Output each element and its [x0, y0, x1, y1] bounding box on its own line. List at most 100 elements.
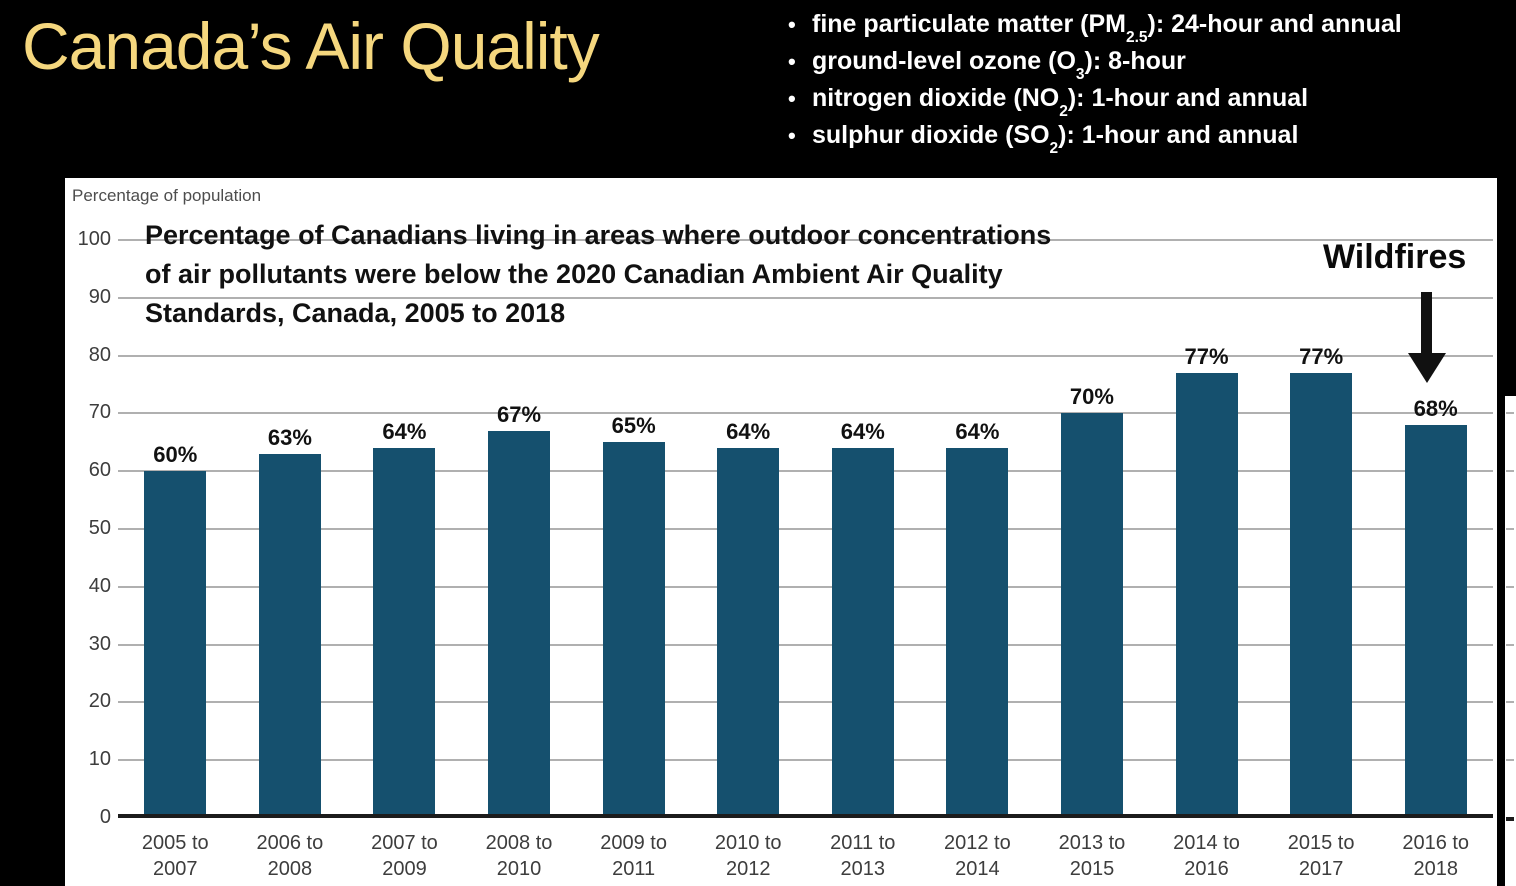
bar-value-label: 77%: [1184, 343, 1229, 369]
chart-title: Percentage of Canadians living in areas …: [145, 216, 1051, 333]
x-tick-label-line: 2015 to: [1287, 832, 1355, 854]
x-tick-label-line: 2009: [382, 858, 427, 880]
bar: [488, 430, 551, 818]
sliver-gridline-stub: [1506, 528, 1514, 530]
bar-value-label: 63%: [267, 424, 312, 450]
gridline: [118, 470, 1493, 473]
bar-value-label: 70%: [1069, 384, 1114, 410]
x-tick-label: 2005 to 2007: [115, 830, 235, 882]
x-tick-label: 2012 to 2014: [917, 830, 1037, 882]
y-tick-label: 20: [88, 690, 111, 713]
list-item-text: fine particulate matter (PM2.5): 24-hour…: [812, 10, 1402, 46]
bar-value-label: 64%: [840, 419, 885, 445]
x-tick-label-line: 2018: [1413, 858, 1458, 880]
bar: [1060, 413, 1123, 818]
bar-value-label: 77%: [1299, 343, 1344, 369]
gridline: [118, 528, 1493, 530]
gridline: [118, 701, 1493, 704]
bar-value-label: 64%: [726, 419, 771, 445]
x-tick-label-line: 2010 to: [714, 832, 782, 854]
list-item-text: nitrogen dioxide (NO2): 1-hour and annua…: [812, 84, 1309, 120]
y-axis-title: Percentage of population: [72, 186, 262, 205]
gridline: [118, 354, 1493, 357]
x-axis-line: [118, 814, 1493, 818]
list-item: • nitrogen dioxide (NO2): 1-hour and ann…: [788, 80, 1402, 120]
x-tick-label-line: 2016 to: [1402, 832, 1470, 854]
gridline: [118, 585, 1493, 588]
bullet-icon: •: [788, 49, 796, 74]
x-tick-label-line: 2013: [840, 858, 886, 880]
sliver-axis-stub: [1506, 817, 1514, 821]
bar: [373, 448, 436, 818]
gridline: [118, 759, 1493, 762]
bar-value-label: 64%: [382, 419, 427, 445]
down-arrow-head-icon: [1408, 353, 1446, 383]
x-tick-label-line: 2007: [153, 858, 198, 880]
list-item: • fine particulate matter (PM2.5): 24-ho…: [788, 6, 1402, 46]
bar: [1290, 372, 1353, 818]
plot-area: 0 10 20 30 40 50 60 70 80 90 100 60% 2005 to 2007 63% 2…: [65, 178, 1497, 886]
list-item-text: ground-level ozone (O3): 8-hour: [812, 47, 1186, 83]
x-tick-label: 2016 to 2018: [1376, 830, 1496, 882]
bar-value-label: 64%: [955, 419, 1000, 445]
x-tick-label: 2011 to 2013: [803, 830, 923, 882]
sliver-gridline-stub: [1506, 643, 1514, 646]
standards-list: • fine particulate matter (PM2.5): 24-ho…: [788, 6, 1402, 157]
x-tick-label-line: 2012 to: [944, 832, 1011, 854]
x-tick-label-line: 2008 to: [485, 832, 553, 854]
x-tick-label-line: 2007 to: [371, 832, 438, 854]
y-tick-label: 100: [77, 228, 111, 250]
gridline: [118, 296, 1493, 299]
x-tick-label: 2010 to 2012: [688, 830, 808, 882]
down-arrow-icon: [1421, 292, 1432, 354]
bar-value-label: 60%: [153, 442, 198, 468]
bullet-icon: •: [788, 123, 796, 148]
y-tick-label: 80: [88, 343, 111, 366]
chart-title-line: Standards, Canada, 2005 to 2018: [145, 298, 566, 328]
bar: [258, 453, 321, 818]
x-tick-label-line: 2006 to: [256, 832, 324, 854]
y-tick-label: 70: [88, 401, 111, 424]
x-tick-label-line: 2008: [267, 858, 313, 880]
bar: [831, 448, 894, 818]
bullet-icon: •: [788, 86, 796, 111]
x-tick-label-line: 2005 to: [141, 832, 209, 854]
x-tick-label: 2009 to 2011: [574, 830, 694, 882]
bar: [946, 448, 1009, 818]
sliver-gridline-stub: [1506, 759, 1514, 762]
bar-value-label: 68%: [1413, 395, 1458, 421]
x-tick-label-line: 2014 to: [1173, 832, 1240, 854]
sliver-gridline-stub: [1506, 585, 1514, 588]
list-item: • sulphur dioxide (SO2): 1-hour and annu…: [788, 117, 1402, 157]
x-tick-label: 2015 to 2017: [1261, 830, 1381, 882]
bar: [1175, 372, 1238, 818]
x-tick-label-line: 2009 to: [600, 832, 667, 854]
chart-title-line: Percentage of Canadians living in areas …: [145, 220, 1052, 250]
y-tick-label: 0: [99, 806, 111, 828]
x-tick-label-line: 2012: [725, 858, 771, 880]
x-tick-label: 2007 to 2009: [344, 830, 464, 882]
sliver-gridline-stub: [1506, 701, 1514, 704]
x-tick-label: 2013 to 2015: [1032, 830, 1152, 882]
x-tick-label: 2014 to 2016: [1147, 830, 1267, 882]
x-tick-label-line: 2010: [496, 858, 542, 880]
x-tick-label-line: 2014: [955, 858, 1000, 880]
x-tick-label-line: 2017: [1298, 858, 1344, 880]
chart-title-line: of air pollutants were below the 2020 Ca…: [145, 259, 1003, 289]
y-tick-label: 40: [88, 574, 111, 597]
bar: [1404, 424, 1467, 818]
list-item-text: sulphur dioxide (SO2): 1-hour and annual: [812, 121, 1299, 157]
sliver-gridline-stub: [1506, 470, 1514, 473]
chart-panel: Percentage of population Percentage of C…: [65, 178, 1497, 886]
x-tick-label-line: 2013 to: [1058, 832, 1126, 854]
x-tick-label-line: 2011 to: [830, 832, 896, 854]
annotation-label: Wildfires: [1323, 238, 1467, 276]
bullet-icon: •: [788, 12, 796, 37]
sliver-gridline-stub: [1506, 412, 1514, 415]
y-tick-label: 60: [88, 459, 111, 482]
bar: [717, 448, 780, 818]
gridline: [118, 239, 1493, 241]
x-tick-label: 2006 to 2008: [230, 830, 350, 882]
bar-value-label: 67%: [497, 401, 542, 427]
